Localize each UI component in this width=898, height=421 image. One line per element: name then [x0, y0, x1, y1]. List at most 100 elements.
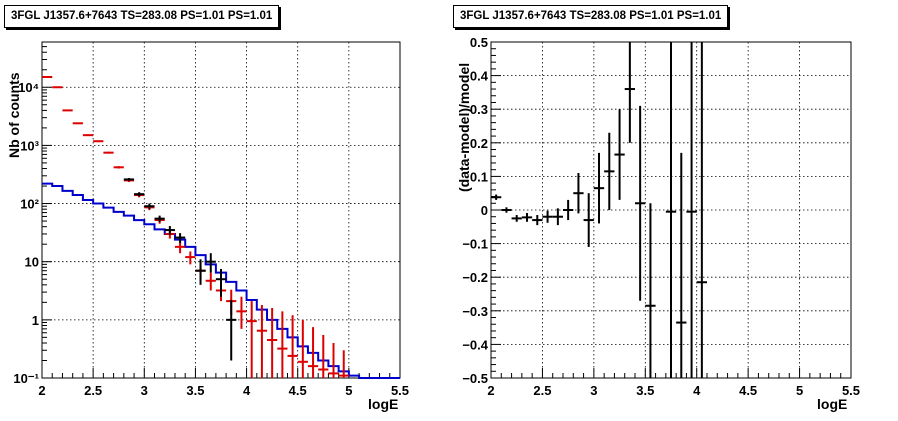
left-plot-frame	[41, 41, 401, 379]
left-data-point	[93, 140, 104, 143]
left-data-point	[134, 192, 145, 197]
right-y-tick-label: 0.3	[470, 102, 488, 117]
left-data-point	[297, 319, 308, 378]
right-data-point	[614, 109, 625, 200]
left-y-tick-label: 10²	[20, 197, 39, 212]
right-data-point	[511, 215, 522, 222]
right-data-point	[521, 213, 533, 222]
left-data-point	[215, 268, 227, 297]
left-y-axis-label: Nb of counts	[6, 72, 22, 158]
left-data-point	[318, 334, 329, 378]
right-x-ticks	[490, 368, 852, 378]
left-data-point	[236, 296, 247, 329]
left-data-point	[82, 134, 94, 137]
right-y-tick-label: −0.3	[462, 304, 488, 319]
right-data-point	[645, 203, 656, 378]
left-data-point	[113, 166, 124, 169]
right-data-point	[542, 210, 553, 223]
left-x-tick-label: 4.5	[289, 383, 307, 398]
right-y-tick-label: 0.1	[470, 169, 488, 184]
left-x-tick-label: 3.5	[186, 383, 204, 398]
right-data-point	[686, 42, 697, 378]
right-data-point	[491, 194, 502, 200]
right-x-axis-label: logE	[817, 396, 848, 412]
left-data-point	[123, 178, 135, 181]
left-data-point	[195, 259, 206, 285]
right-chart-title: 3FGL J1357.6+7643 TS=283.08 PS=1.01 PS=1…	[453, 5, 729, 28]
right-y-axis-label: (data-model)/model	[456, 62, 472, 192]
left-chart: 2 2.5 3 3.5 4 4.5 5 5.5 10⁻¹ 1 10 10² 10³ 10⁴	[13, 41, 409, 398]
left-data-point	[164, 226, 175, 235]
right-x-tick-label: 4.5	[739, 383, 757, 398]
left-y-tick-label: 10⁻¹	[13, 371, 39, 386]
right-y-tick-label: −0.4	[462, 337, 488, 352]
right-y-tick-label: 0	[481, 203, 488, 218]
right-data-point	[696, 42, 707, 378]
left-data-point	[154, 215, 165, 223]
left-x-tick-label: 4	[243, 383, 251, 398]
left-x-tick-label: 2	[38, 383, 45, 398]
left-y-tick-label: 10	[25, 255, 39, 270]
left-x-tick-label: 5.5	[391, 383, 409, 398]
left-data-point	[103, 151, 114, 154]
right-data-point	[563, 199, 574, 221]
right-data-point	[604, 132, 615, 210]
left-data-point	[267, 307, 278, 378]
right-data-point	[624, 42, 635, 143]
left-series-0	[42, 182, 400, 379]
right-chart: 2 2.5 3 3.5 4 4.5 5 5.5 −0.5 −0.4 −0.3 −0.2 −0.1 0 0.1…	[462, 35, 860, 398]
left-data-point	[205, 253, 216, 273]
right-data-point	[635, 105, 646, 301]
left-data-point	[328, 342, 339, 378]
left-y-ticks	[42, 41, 52, 379]
right-x-tick-label: 5	[796, 383, 803, 398]
right-y-tick-label: −0.5	[462, 371, 488, 386]
left-data-point	[52, 86, 63, 89]
left-data-point	[72, 122, 83, 125]
right-x-tick-label: 2	[487, 383, 494, 398]
right-y-tick-label: 0.4	[470, 69, 489, 84]
right-x-tick-label: 5.5	[842, 383, 860, 398]
right-x-tick-label: 2.5	[533, 383, 551, 398]
right-y-tick-label: 0.2	[470, 136, 488, 151]
right-y-tick-label: −0.1	[462, 237, 488, 252]
right-y-tick-label: 0.5	[470, 35, 488, 50]
right-series-0	[491, 42, 707, 378]
right-data-point	[501, 207, 512, 213]
left-data-point	[307, 327, 319, 378]
left-y-tick-label: 10³	[20, 138, 39, 153]
left-data-point	[246, 301, 257, 378]
right-data-point	[573, 173, 584, 214]
left-x-ticks	[41, 368, 401, 378]
left-data-point	[287, 315, 298, 378]
left-x-tick-label: 2.5	[84, 383, 102, 398]
left-model-line	[42, 182, 400, 379]
right-x-tick-label: 4	[693, 383, 701, 398]
left-data-point	[256, 305, 268, 378]
left-x-tick-label: 3	[141, 383, 148, 398]
left-data-point	[338, 350, 349, 378]
left-x-axis-label: logE	[368, 396, 399, 412]
right-data-point	[552, 208, 563, 226]
right-data-point	[676, 152, 687, 378]
left-y-tick-label: 10⁴	[18, 80, 39, 95]
left-y-tick-label: 1	[32, 313, 39, 328]
left-data-point	[226, 299, 237, 361]
left-data-point	[62, 109, 73, 112]
right-data-point	[532, 215, 543, 226]
left-data-point	[185, 251, 196, 265]
left-data-point	[144, 203, 155, 210]
left-data-point	[174, 241, 186, 254]
left-data-point	[277, 311, 288, 378]
right-x-tick-label: 3.5	[636, 383, 654, 398]
left-x-tick-label: 5	[345, 383, 352, 398]
left-data-point	[205, 272, 216, 291]
right-data-point	[593, 152, 605, 224]
right-x-tick-label: 3	[590, 383, 597, 398]
right-y-ticks	[491, 41, 501, 379]
left-data-point	[174, 233, 186, 243]
right-y-tick-label: −0.2	[462, 270, 488, 285]
left-data-point	[42, 76, 53, 79]
right-data-point	[665, 42, 677, 378]
